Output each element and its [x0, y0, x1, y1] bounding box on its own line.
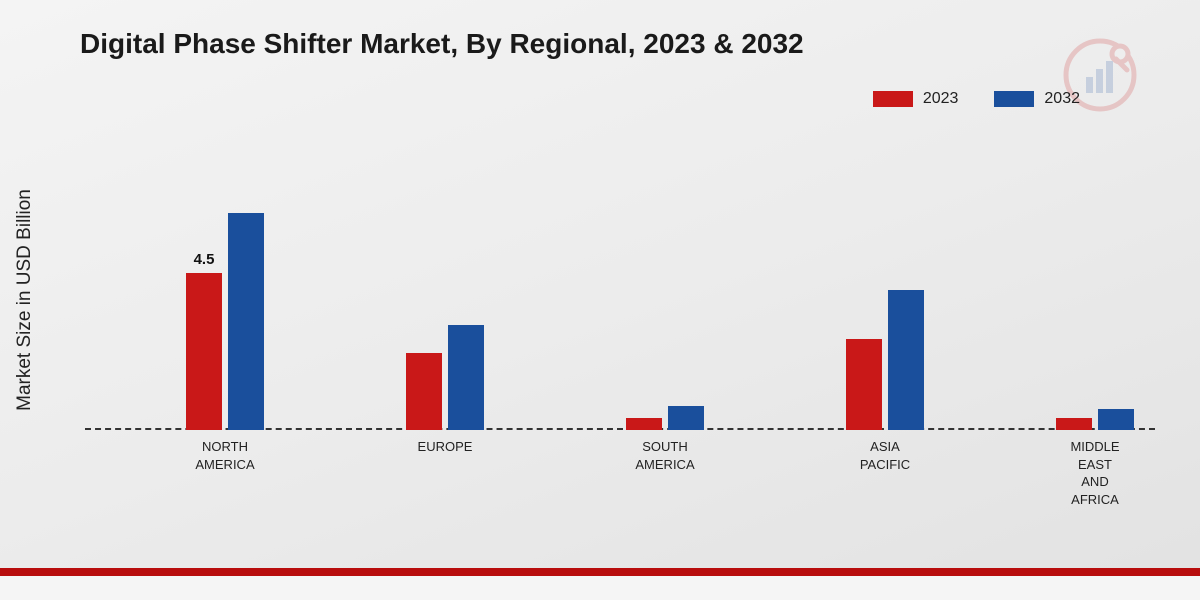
bar-group: [406, 325, 484, 430]
chart-plot-area: 4.5: [85, 150, 1155, 430]
bar-group: [1056, 409, 1134, 430]
legend-item-2032: 2032: [994, 90, 1080, 108]
bar-2023: [846, 339, 882, 430]
bar-2023: [406, 353, 442, 430]
chart-title: Digital Phase Shifter Market, By Regiona…: [80, 28, 804, 60]
bar-2023: 4.5: [186, 273, 222, 431]
bar-group: [626, 406, 704, 431]
bar-2032: [448, 325, 484, 430]
x-axis-category-label: NORTH AMERICA: [195, 438, 254, 473]
x-axis-category-label: ASIA PACIFIC: [860, 438, 910, 473]
legend-label-2023: 2023: [923, 90, 959, 108]
bar-2032: [228, 213, 264, 430]
bar-value-label: 4.5: [194, 251, 215, 268]
footer-accent-bar: [0, 568, 1200, 600]
bar-2023: [626, 418, 662, 430]
x-axis-category-label: EUROPE: [418, 438, 473, 456]
bar-2032: [888, 290, 924, 430]
bar-2023: [1056, 418, 1092, 430]
x-axis-category-label: MIDDLE EAST AND AFRICA: [1070, 438, 1119, 508]
legend-swatch-2032: [994, 91, 1034, 107]
bar-group: 4.5: [186, 213, 264, 430]
bar-2032: [668, 406, 704, 431]
legend-swatch-2023: [873, 91, 913, 107]
legend: 2023 2032: [873, 90, 1080, 108]
bar-group: [846, 290, 924, 430]
y-axis-label: Market Size in USD Billion: [14, 189, 36, 411]
bar-2032: [1098, 409, 1134, 430]
legend-label-2032: 2032: [1044, 90, 1080, 108]
legend-item-2023: 2023: [873, 90, 959, 108]
x-axis-category-label: SOUTH AMERICA: [635, 438, 694, 473]
